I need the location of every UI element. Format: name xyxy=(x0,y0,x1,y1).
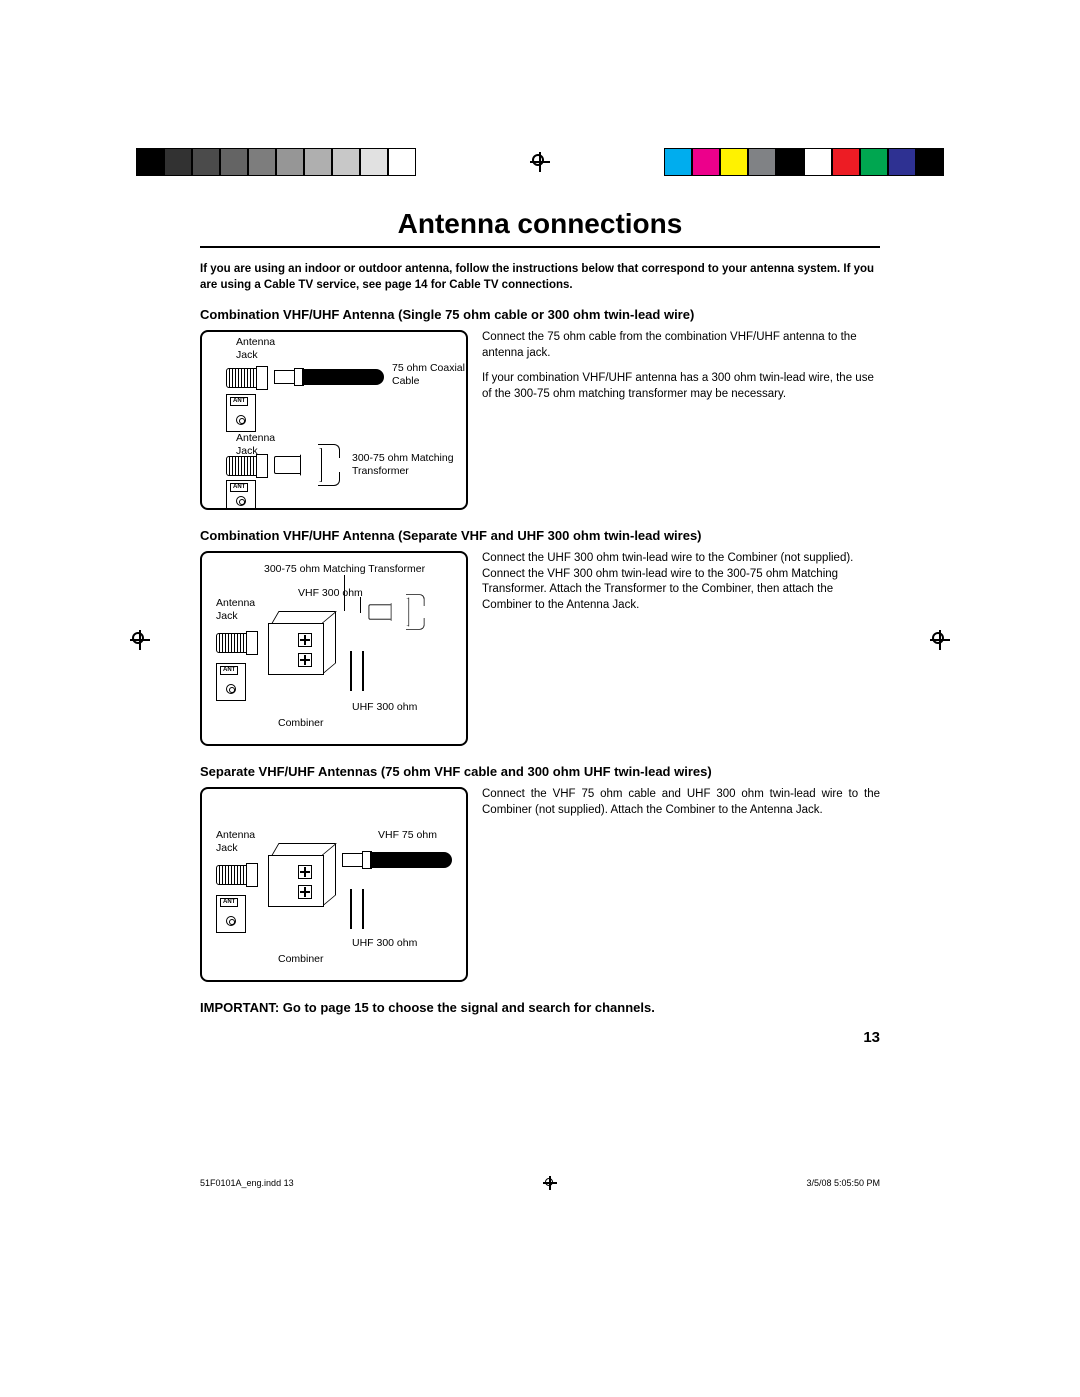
page-content: Antenna connections If you are using an … xyxy=(200,208,880,1046)
ant-plate-icon-3: ANT xyxy=(216,663,246,701)
combiner-icon xyxy=(268,611,342,683)
ant-plate-icon: ANT xyxy=(226,394,256,432)
vhf75-label: VHF 75 ohm xyxy=(378,829,437,842)
section3: Antenna Jack VHF 75 ohm ANT xyxy=(200,787,880,982)
page-number: 13 xyxy=(200,1029,880,1046)
transformer-icon-2 xyxy=(369,591,420,634)
important-note: IMPORTANT: Go to page 15 to choose the s… xyxy=(200,1000,880,1015)
footer-registration-icon xyxy=(543,1176,557,1190)
section2: 300-75 ohm Matching Transformer VHF 300 … xyxy=(200,551,880,746)
section2-diagram: 300-75 ohm Matching Transformer VHF 300 … xyxy=(200,551,468,746)
uhf300-label: UHF 300 ohm xyxy=(352,701,417,714)
registration-mark-right xyxy=(930,630,950,650)
printer-color-bar xyxy=(0,148,1080,176)
vhf300-label: VHF 300 ohm xyxy=(298,587,363,600)
matching-transformer-label: 300-75 ohm Matching Transformer xyxy=(264,563,425,576)
transformer-label: 300-75 ohm Matching Transformer xyxy=(352,452,454,477)
antenna-jack-label: Antenna Jack xyxy=(236,336,275,361)
intro-text: If you are using an indoor or outdoor an… xyxy=(200,262,880,293)
ant-plate-icon-2: ANT xyxy=(226,480,256,510)
antenna-jack-label-4: Antenna Jack xyxy=(216,829,255,854)
section1: Antenna Jack 75 ohm Coaxial Cable ANT An… xyxy=(200,330,880,510)
uhf300-label-2: UHF 300 ohm xyxy=(352,937,417,950)
combiner-label: Combiner xyxy=(278,717,324,730)
coax-cable-icon xyxy=(274,366,384,388)
combiner-icon-2 xyxy=(268,843,342,915)
page-title: Antenna connections xyxy=(200,208,880,248)
ant-plate-icon-4: ANT xyxy=(216,895,246,933)
section1-text: Connect the 75 ohm cable from the combin… xyxy=(482,330,880,510)
section2-text: Connect the UHF 300 ohm twin-lead wire t… xyxy=(482,551,880,746)
section3-text: Connect the VHF 75 ohm cable and UHF 300… xyxy=(482,787,880,982)
print-footer: 51F0101A_eng.indd 13 3/5/08 5:05:50 PM xyxy=(200,1176,880,1190)
antenna-jack-label-3: Antenna Jack xyxy=(216,597,255,622)
transformer-icon xyxy=(274,440,334,490)
combiner-label-2: Combiner xyxy=(278,953,324,966)
registration-mark-left xyxy=(130,630,150,650)
coax-jack-icon-4 xyxy=(216,859,262,891)
section2-title: Combination VHF/UHF Antenna (Separate VH… xyxy=(200,528,880,543)
coax-label: 75 ohm Coaxial Cable xyxy=(392,362,465,387)
footer-filename: 51F0101A_eng.indd 13 xyxy=(200,1178,294,1188)
section1-diagram: Antenna Jack 75 ohm Coaxial Cable ANT An… xyxy=(200,330,468,510)
section3-diagram: Antenna Jack VHF 75 ohm ANT xyxy=(200,787,468,982)
footer-datetime: 3/5/08 5:05:50 PM xyxy=(806,1178,880,1188)
section1-title: Combination VHF/UHF Antenna (Single 75 o… xyxy=(200,307,880,322)
section3-title: Separate VHF/UHF Antennas (75 ohm VHF ca… xyxy=(200,764,880,779)
vhf75-cable-icon xyxy=(342,849,452,871)
coax-jack-icon-3 xyxy=(216,627,262,659)
